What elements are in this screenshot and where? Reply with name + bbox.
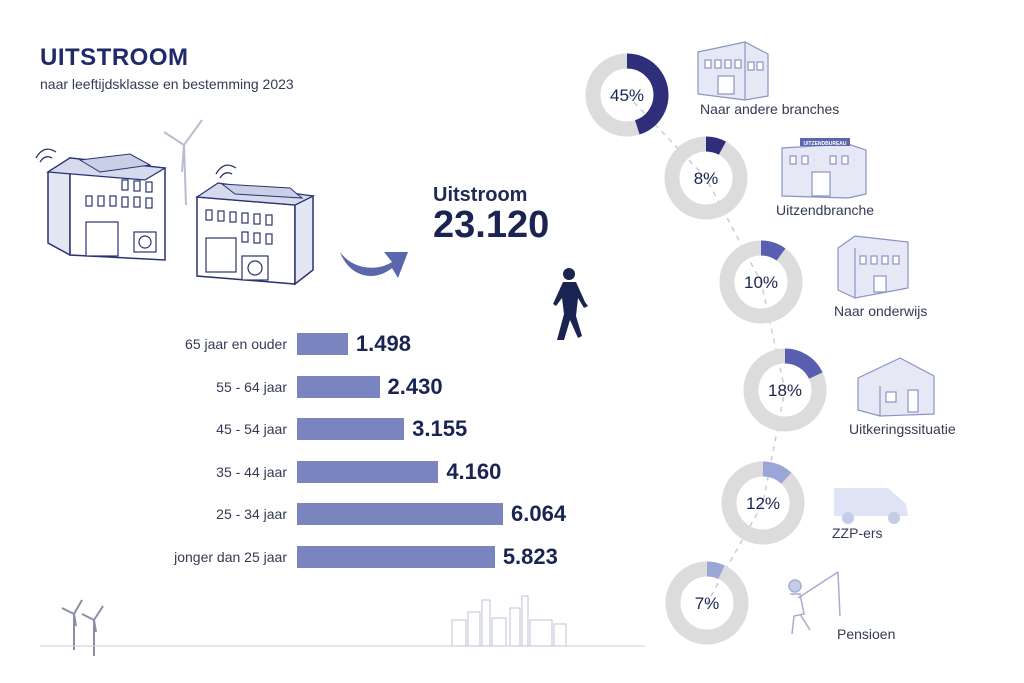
arrow-icon (340, 252, 408, 278)
wind-turbines-icon (61, 599, 104, 656)
donut-value: 8% (694, 169, 719, 188)
bar-label: 65 jaar en ouder (185, 336, 287, 352)
total-value: 23.120 (433, 204, 550, 246)
bar (297, 460, 439, 483)
bar-value: 5.823 (502, 543, 558, 569)
total-label: Uitstroom (433, 184, 528, 206)
destination-label: Naar andere branches (700, 101, 840, 117)
donut-slice (721, 461, 805, 545)
van-icon (834, 488, 908, 524)
bar-value: 3.155 (412, 416, 468, 441)
uitzendbureau-sign: UITZENDBUREAU (803, 141, 846, 147)
bar-value: 1.498 (355, 331, 411, 356)
donut-slice (664, 136, 748, 220)
bar-label: 55 - 64 jaar (216, 378, 287, 395)
donut-slice (743, 348, 827, 432)
bar (297, 375, 380, 398)
walking-person-icon (553, 268, 588, 340)
house-icon (857, 357, 935, 417)
uitzendbureau-icon (781, 138, 867, 199)
bar-label: 25 - 34 jaar (216, 506, 287, 522)
bar (297, 333, 348, 355)
donut-value: 10% (744, 273, 778, 292)
bar-label: 35 - 44 jaar (216, 463, 287, 480)
donut-value: 7% (695, 594, 720, 613)
donut-slice (665, 561, 749, 645)
bar-label: 45 - 54 jaar (216, 421, 287, 437)
donut-value: 12% (746, 494, 780, 513)
wind-turbine-icon (163, 119, 203, 206)
bar-label: jonger dan 25 jaar (174, 548, 287, 565)
donut-value: 45% (610, 86, 644, 105)
building-icon (697, 41, 769, 101)
bar (297, 545, 495, 568)
donut-slice (719, 240, 803, 324)
destination-label: Naar onderwijs (834, 303, 928, 319)
fishing-icon (788, 571, 841, 635)
bar-value: 4.160 (446, 458, 502, 484)
school-icon (837, 235, 909, 299)
destination-label: Pensioen (837, 626, 896, 642)
destination-label: ZZP-ers (832, 525, 883, 541)
bar-value: 2.430 (387, 373, 443, 399)
destination-label: Uitkeringssituatie (849, 421, 956, 437)
donut-value: 18% (768, 381, 802, 400)
bar (297, 418, 405, 440)
page-subtitle: naar leeftijdsklasse en bestemming 2023 (40, 76, 294, 92)
donut-slice (585, 53, 669, 137)
bar-value: 6.064 (511, 501, 567, 526)
page-title: UITSTROOM (40, 44, 189, 71)
factory-building-icon (35, 148, 167, 261)
bar (297, 503, 503, 525)
destination-label: Uitzendbranche (776, 202, 875, 218)
office-building-icon (195, 164, 316, 286)
